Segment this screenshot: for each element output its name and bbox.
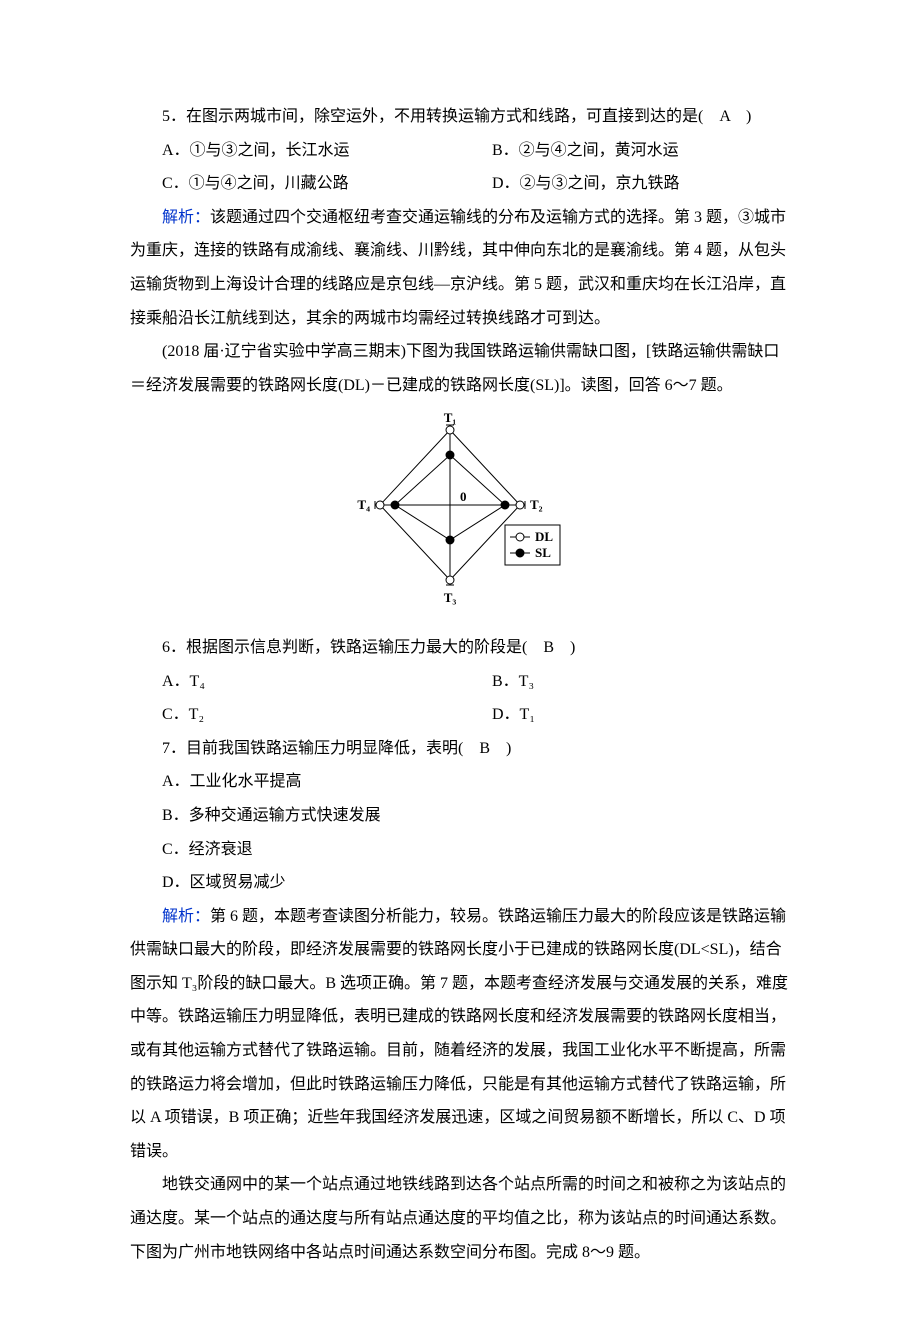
q7-option-a: A．工业化水平提高	[130, 765, 790, 799]
svg-text:SL: SL	[535, 545, 551, 560]
svg-text:T₄: T₄	[357, 497, 370, 512]
svg-text:T₁: T₁	[444, 410, 457, 425]
analysis-1: 解析：该题通过四个交通枢纽考查交通运输线的分布及运输方式的选择。第 3 题，③城…	[130, 201, 790, 335]
railway-gap-svg: 0 T₁ T₂ T₃ T₄ DLSL	[350, 410, 570, 610]
passage-2: 地铁交通网中的某一个站点通过地铁线路到达各个站点所需的时间之和被称之为该站点的通…	[130, 1168, 790, 1269]
q5-option-c: C．①与④之间，川藏公路	[130, 167, 460, 201]
q6-option-a: A．T₄	[130, 665, 460, 699]
q7-option-c: C．经济衰退	[130, 833, 790, 867]
q7-option-d: D．区域贸易减少	[130, 866, 790, 900]
analysis-2: 解析：第 6 题，本题考查读图分析能力，较易。铁路运输压力最大的阶段应该是铁路运…	[130, 900, 790, 1169]
q7-stem: 7．目前我国铁路运输压力明显降低，表明( B )	[130, 732, 790, 766]
svg-text:T₂: T₂	[530, 497, 543, 512]
q5-option-a: A．①与③之间，长江水运	[130, 134, 460, 168]
q6-option-b: B．T₃	[460, 665, 790, 699]
analysis-2-text: 第 6 题，本题考查读图分析能力，较易。铁路运输压力最大的阶段应该是铁路运输供需…	[130, 908, 788, 1160]
railway-gap-figure: 0 T₁ T₂ T₃ T₄ DLSL	[130, 410, 790, 623]
q6-option-c: C．T₂	[130, 698, 460, 732]
svg-text:DL: DL	[535, 529, 553, 544]
q6-option-d: D．T₁	[460, 698, 790, 732]
q5-stem: 5．在图示两城市间，除空运外，不用转换运输方式和线路，可直接到达的是( A )	[130, 100, 790, 134]
analysis-1-label: 解析：	[162, 209, 210, 226]
analysis-1-text: 该题通过四个交通枢纽考查交通运输线的分布及运输方式的选择。第 3 题，③城市为重…	[130, 209, 786, 327]
q7-option-b: B．多种交通运输方式快速发展	[130, 799, 790, 833]
passage-1: (2018 届·辽宁省实验中学高三期末)下图为我国铁路运输供需缺口图，[铁路运输…	[130, 335, 790, 402]
q5-option-d: D．②与③之间，京九铁路	[460, 167, 790, 201]
analysis-2-label: 解析：	[162, 908, 210, 925]
q6-stem: 6．根据图示信息判断，铁路运输压力最大的阶段是( B )	[130, 631, 790, 665]
q5-option-b: B．②与④之间，黄河水运	[460, 134, 790, 168]
svg-text:0: 0	[460, 489, 467, 504]
svg-text:T₃: T₃	[444, 590, 457, 605]
